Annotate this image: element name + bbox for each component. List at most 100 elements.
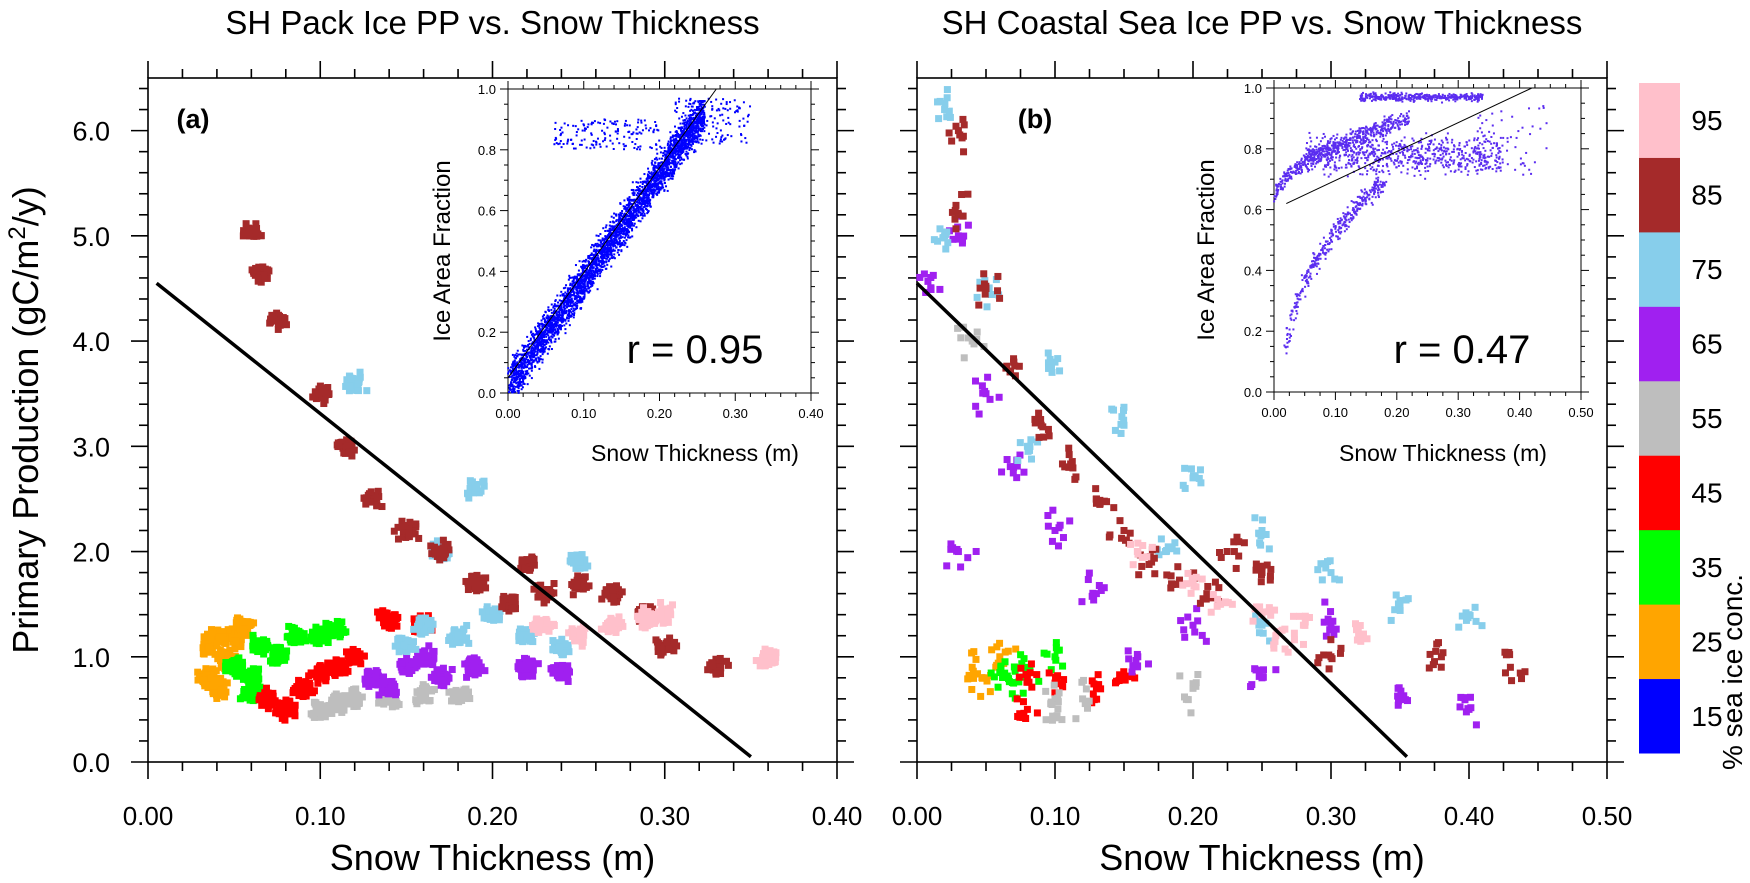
inset-data-point bbox=[621, 236, 624, 239]
data-point-95 bbox=[635, 612, 643, 620]
inset-data-point bbox=[593, 248, 596, 251]
inset-data-point bbox=[529, 339, 532, 342]
data-point-85 bbox=[519, 557, 527, 565]
inset-data-point bbox=[591, 263, 594, 266]
data-point-25 bbox=[224, 626, 232, 634]
inset-data-point bbox=[559, 309, 562, 312]
inset-data-point bbox=[558, 326, 561, 329]
inset-data-point bbox=[629, 210, 632, 213]
data-point-25 bbox=[232, 619, 240, 627]
data-point-95 bbox=[666, 604, 674, 612]
inset-data-point bbox=[563, 324, 566, 327]
data-point-25 bbox=[230, 630, 238, 638]
data-point-45 bbox=[309, 689, 317, 697]
data-point-85 bbox=[499, 595, 507, 603]
data-point-65 bbox=[399, 668, 407, 676]
inset-data-point bbox=[656, 171, 659, 174]
data-point-95 bbox=[759, 653, 767, 661]
inset-data-point bbox=[702, 113, 705, 116]
inset-data-point bbox=[661, 185, 664, 188]
inset-data-point bbox=[683, 133, 686, 136]
inset-data-point bbox=[630, 199, 633, 202]
data-point-85 bbox=[469, 572, 477, 580]
inset-data-point bbox=[518, 375, 521, 378]
data-point-95 bbox=[548, 621, 556, 629]
inset-data-point bbox=[585, 288, 588, 291]
inset-data-point bbox=[567, 317, 570, 320]
data-point-95 bbox=[542, 619, 550, 627]
inset-data-point bbox=[525, 371, 528, 374]
inset-data-point bbox=[541, 350, 544, 353]
inset-data-point bbox=[570, 311, 573, 314]
data-point-95 bbox=[663, 616, 671, 624]
inset-data-point bbox=[631, 235, 634, 238]
data-point-25 bbox=[223, 679, 231, 687]
inset-data-point bbox=[591, 284, 594, 287]
inset-data-point bbox=[611, 220, 614, 223]
inset-data-point bbox=[573, 298, 576, 301]
data-point-85 bbox=[348, 452, 356, 460]
data-point-55 bbox=[347, 698, 355, 706]
data-point-85 bbox=[405, 525, 413, 533]
data-point-85 bbox=[535, 590, 543, 598]
data-point-35 bbox=[307, 633, 315, 641]
inset-data-point bbox=[516, 354, 519, 357]
inset-data-point bbox=[568, 287, 571, 290]
y-tick-label: 6.0 bbox=[72, 117, 110, 147]
inset-data-point bbox=[520, 384, 523, 387]
data-point-95 bbox=[769, 654, 777, 662]
inset-data-point bbox=[651, 176, 654, 179]
inset-data-point bbox=[671, 170, 674, 173]
data-point-85 bbox=[405, 533, 413, 541]
data-point-45 bbox=[297, 683, 305, 691]
data-point-55 bbox=[380, 700, 388, 708]
inset-data-point bbox=[668, 144, 671, 147]
data-point-25 bbox=[231, 645, 239, 653]
data-point-85 bbox=[471, 585, 479, 593]
inset-data-point bbox=[689, 132, 692, 135]
inset-data-point bbox=[560, 290, 563, 293]
data-point-75 bbox=[489, 607, 497, 615]
inset-data-point bbox=[558, 312, 561, 315]
data-point-85 bbox=[510, 593, 518, 601]
inset-data-point bbox=[523, 374, 526, 377]
data-point-75 bbox=[515, 637, 523, 645]
data-point-75 bbox=[395, 648, 403, 656]
data-point-35 bbox=[316, 630, 324, 638]
data-point-25 bbox=[221, 693, 229, 701]
data-point-85 bbox=[530, 561, 538, 569]
data-point-65 bbox=[564, 662, 572, 670]
inset-data-point bbox=[607, 232, 610, 235]
inset-data-point bbox=[625, 210, 628, 213]
data-point-55 bbox=[462, 685, 470, 693]
data-point-55 bbox=[413, 700, 421, 708]
inset-data-point bbox=[581, 297, 584, 300]
inset-data-point bbox=[688, 146, 691, 149]
inset-data-point bbox=[616, 228, 619, 231]
inset-data-point bbox=[629, 216, 632, 219]
inset-data-point bbox=[696, 119, 699, 122]
data-point-85 bbox=[511, 599, 519, 607]
data-point-65 bbox=[404, 666, 412, 674]
data-point-45 bbox=[334, 658, 342, 666]
data-point-85 bbox=[311, 388, 319, 396]
inset-data-point bbox=[615, 235, 618, 238]
data-point-95 bbox=[619, 622, 627, 630]
data-point-85 bbox=[253, 232, 261, 240]
y-axis-label: Primary Production (gC/m2/y) bbox=[4, 186, 46, 653]
inset-data-point bbox=[592, 245, 595, 248]
inset-data-point bbox=[650, 171, 653, 174]
inset-data-point bbox=[692, 113, 695, 116]
inset-data-point bbox=[613, 221, 616, 224]
data-point-25 bbox=[211, 650, 219, 658]
inset-data-point bbox=[618, 243, 621, 246]
inset-data-point bbox=[687, 140, 690, 143]
inset-data-point bbox=[513, 390, 516, 393]
inset-data-point bbox=[697, 128, 700, 131]
inset-y-tick-label: 0.2 bbox=[478, 325, 496, 340]
inset-data-point bbox=[569, 284, 572, 287]
data-point-65 bbox=[448, 665, 456, 673]
inset-data-point bbox=[690, 123, 693, 126]
inset-data-point bbox=[658, 162, 661, 165]
inset-data-point bbox=[603, 240, 606, 243]
